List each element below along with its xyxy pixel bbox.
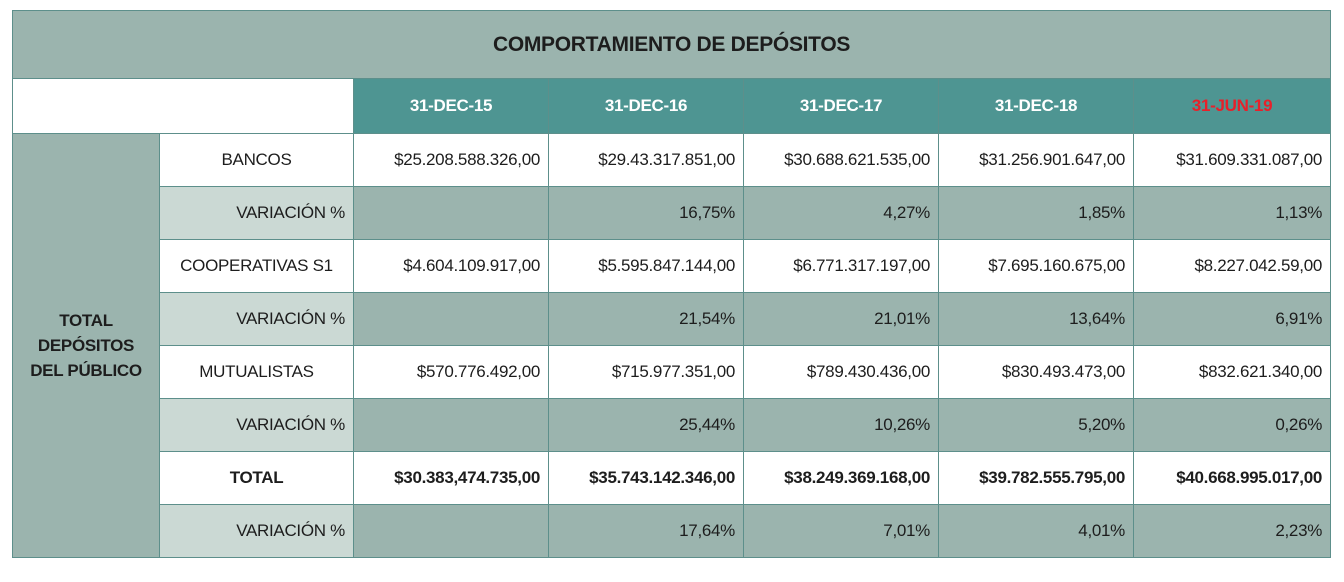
value-cell: 6,91% [1132,292,1332,346]
row-label: TOTAL [159,451,354,505]
value-cell: $4.604.109.917,00 [353,239,549,293]
value-cell: 10,26% [743,398,939,452]
value-cell: $39.782.555.795,00 [938,451,1134,505]
value-cell: 21,01% [743,292,939,346]
value-cell [353,292,549,346]
value-cell: 1,85% [938,186,1134,240]
column-header: 31-DEC-16 [548,78,744,134]
deposits-table: COMPORTAMIENTO DE DEPÓSITOS 31-DEC-15 31-… [11,10,1332,558]
value-cell [353,186,549,240]
row-label: VARIACIÓN % [159,186,354,240]
value-cell: $31.256.901.647,00 [938,133,1134,187]
table-row: TOTAL $30.383,474.735,00 $35.743.142.346,0… [13,451,1332,505]
row-label: VARIACIÓN % [159,292,354,346]
group-label: TOTAL DEPÓSITOS DEL PÚBLICO [12,133,160,558]
value-cell: 0,26% [1132,398,1332,452]
value-cell: 7,01% [743,504,939,558]
value-cell: $25.208.588.326,00 [353,133,549,187]
value-cell: $8.227.042.59,00 [1132,239,1332,293]
value-cell: $30.383,474.735,00 [353,451,549,505]
column-header: 31-DEC-18 [938,78,1134,134]
table-row: MUTUALISTAS $570.776.492,00 $715.977.351,0… [13,345,1332,399]
row-label: VARIACIÓN % [159,398,354,452]
value-cell: $832.621.340,00 [1132,345,1332,399]
value-cell: $29.43.317.851,00 [548,133,744,187]
row-label: COOPERATIVAS S1 [159,239,354,293]
row-label: MUTUALISTAS [159,345,354,399]
value-cell: $30.688.621.535,00 [743,133,939,187]
title-row: COMPORTAMIENTO DE DEPÓSITOS [11,10,1332,79]
table-title: COMPORTAMIENTO DE DEPÓSITOS [11,10,1332,79]
variation-row: VARIACIÓN % 17,64% 7,01% 4,01% 2,23% [13,504,1332,558]
value-cell: $35.743.142.346,00 [548,451,744,505]
value-cell: 25,44% [548,398,744,452]
table-row: COOPERATIVAS S1 $4.604.109.917,00 $5.595.8… [13,239,1332,293]
value-cell: $6.771.317.197,00 [743,239,939,293]
value-cell: 16,75% [548,186,744,240]
variation-row: VARIACIÓN % 21,54% 21,01% 13,64% 6,91% [13,292,1332,346]
value-cell: 21,54% [548,292,744,346]
value-cell: $570.776.492,00 [353,345,549,399]
value-cell [353,398,549,452]
value-cell: $5.595.847.144,00 [548,239,744,293]
row-label: VARIACIÓN % [159,504,354,558]
header-row: 31-DEC-15 31-DEC-16 31-DEC-17 31-DEC-18 31-J… [12,78,1332,134]
blank-header-cell [12,78,354,134]
value-cell: $715.977.351,00 [548,345,744,399]
value-cell: 1,13% [1132,186,1332,240]
value-cell: 13,64% [938,292,1134,346]
value-cell: $31.609.331.087,00 [1132,133,1332,187]
column-header: 31-JUN-19 [1132,78,1332,134]
value-cell: 5,20% [938,398,1134,452]
value-cell: $830.493.473,00 [938,345,1134,399]
value-cell: 4,01% [938,504,1134,558]
variation-row: VARIACIÓN % 25,44% 10,26% 5,20% 0,26% [13,398,1332,452]
row-label: BANCOS [159,133,354,187]
variation-row: VARIACIÓN % 16,75% 4,27% 1,85% 1,13% [13,186,1332,240]
value-cell: $789.430.436,00 [743,345,939,399]
column-header: 31-DEC-15 [353,78,549,134]
value-cell: $7.695.160.675,00 [938,239,1134,293]
value-cell: 17,64% [548,504,744,558]
value-cell: $40.668.995.017,00 [1132,451,1332,505]
column-header: 31-DEC-17 [743,78,939,134]
table-row: TOTAL DEPÓSITOS DEL PÚBLICO BANCOS $25.208… [12,133,1332,558]
value-cell: 4,27% [743,186,939,240]
value-cell: 2,23% [1132,504,1332,558]
value-cell: $38.249.369.168,00 [743,451,939,505]
value-cell [353,504,549,558]
